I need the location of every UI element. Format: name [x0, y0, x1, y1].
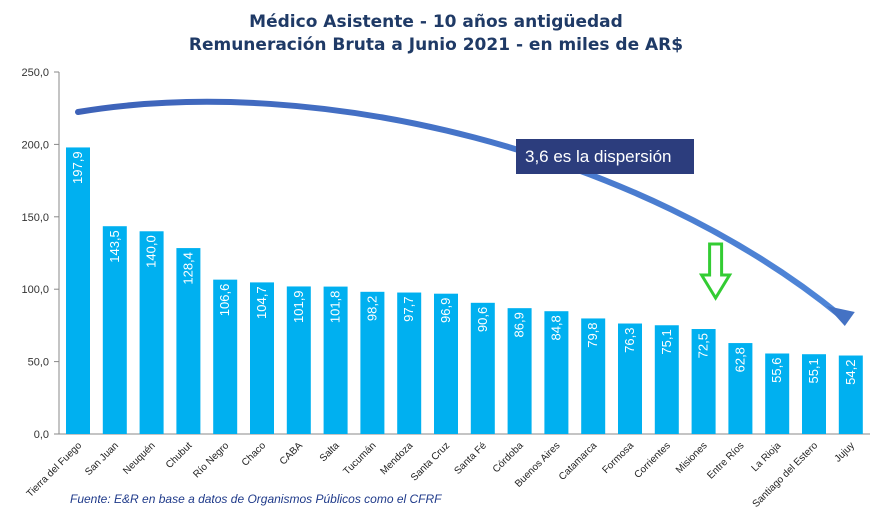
y-tick-label: 250,0	[21, 67, 49, 79]
data-label: 101,9	[291, 290, 306, 323]
category-label: Misiones	[674, 440, 710, 476]
overlay	[75, 98, 855, 326]
data-label: 98,2	[364, 296, 379, 321]
bar	[838, 355, 863, 434]
down-arrow-icon	[698, 242, 733, 301]
bar	[250, 282, 274, 434]
category-label: Tucumán	[342, 440, 379, 477]
data-label: 128,4	[180, 252, 195, 285]
bar	[544, 311, 569, 434]
category-label: La Rioja	[750, 440, 784, 474]
bar	[470, 302, 495, 434]
category-label: Formosa	[600, 440, 636, 476]
bar	[802, 354, 826, 434]
category-label: Santiago del Estero	[751, 440, 821, 509]
dispersion-arrow-head	[826, 306, 855, 326]
data-label: 55,1	[806, 358, 821, 383]
data-label: 106,6	[217, 284, 232, 317]
y-tick-label: 200,0	[21, 139, 49, 151]
y-tick-label: 150,0	[21, 212, 49, 224]
bar	[139, 231, 164, 434]
data-label: 79,8	[585, 322, 600, 347]
bar	[507, 308, 532, 434]
bar	[765, 353, 790, 434]
bar	[286, 286, 311, 434]
data-label: 101,8	[328, 291, 343, 324]
category-label: CABA	[278, 440, 305, 467]
data-label: 97,7	[401, 297, 416, 322]
dispersion-arrow-curve	[75, 98, 844, 319]
category-label: San Juan	[83, 440, 121, 478]
data-label: 104,7	[254, 286, 269, 319]
chart-subtitle: Remuneración Bruta a Junio 2021 - en mil…	[188, 35, 684, 55]
category-label: Chubut	[164, 440, 195, 471]
bars: 197,9 Tierra del Fuego 143,5 San Juan 140,0 N…	[25, 147, 863, 509]
y-tick-label: 0,0	[34, 429, 49, 441]
data-label: 90,6	[475, 307, 490, 332]
bar	[691, 329, 716, 434]
bar	[176, 248, 201, 434]
bar	[213, 279, 238, 434]
category-label: Córdoba	[491, 440, 526, 475]
data-label: 54,2	[843, 360, 858, 385]
bar	[360, 291, 385, 434]
source-note: Fuente: E&R en base a datos de Organismo…	[70, 492, 442, 506]
category-label: Catamarca	[557, 440, 600, 483]
bar	[728, 343, 753, 434]
data-label: 96,9	[438, 298, 453, 323]
category-label: Entre Ríos	[705, 440, 746, 481]
bar	[397, 292, 422, 434]
data-label: 86,9	[512, 312, 527, 337]
data-label: 143,5	[107, 230, 122, 263]
data-label: 84,8	[548, 315, 563, 340]
bar	[102, 226, 127, 434]
category-label: Jujuy	[833, 440, 857, 464]
category-label: Corrientes	[633, 440, 673, 480]
data-label: 197,9	[70, 151, 85, 184]
data-label: 62,8	[732, 347, 747, 372]
bar	[66, 147, 90, 434]
data-label: 55,6	[769, 357, 784, 382]
category-label: Neuquén	[121, 440, 157, 476]
data-label: 75,1	[659, 329, 674, 354]
data-label: 72,5	[696, 333, 711, 358]
chart-title: Médico Asistente - 10 años antigüedad	[249, 12, 623, 32]
category-label: Tierra del Fuego	[25, 440, 85, 500]
category-label: Mendoza	[378, 440, 415, 477]
bar	[323, 286, 348, 434]
category-label: Salta	[318, 440, 342, 464]
bar	[581, 318, 606, 434]
bar	[654, 325, 679, 434]
category-label: Santa Fé	[452, 440, 489, 477]
y-tick-label: 50,0	[28, 357, 49, 369]
data-label: 76,3	[622, 328, 637, 353]
y-tick-label: 100,0	[21, 284, 49, 296]
bar	[434, 293, 458, 434]
data-label: 140,0	[144, 235, 159, 268]
category-label: Chaco	[240, 440, 269, 469]
bar	[618, 323, 642, 434]
dispersion-callout: 3,6 es la dispersión	[516, 139, 694, 174]
category-label: Santa Cruz	[409, 440, 452, 483]
category-label: Río Negro	[191, 440, 231, 480]
